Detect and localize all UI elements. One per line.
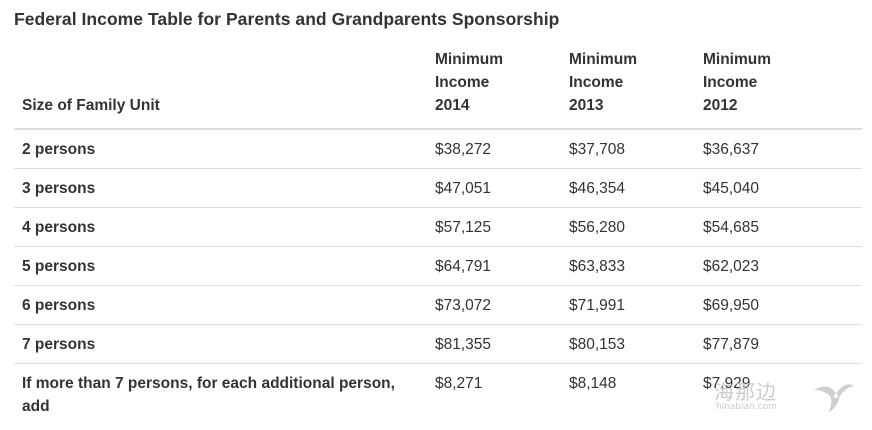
cell-income-2014: $8,271 xyxy=(427,362,561,418)
cell-family-size: 6 persons xyxy=(14,284,427,324)
table-row: 5 persons $64,791 $63,833 $62,023 xyxy=(14,245,862,285)
table-row: 6 persons $73,072 $71,991 $69,950 xyxy=(14,284,862,324)
cell-income-2012: $54,685 xyxy=(695,206,862,246)
cell-income-2012: $45,040 xyxy=(695,167,862,207)
table-row: 2 persons $38,272 $37,708 $36,637 xyxy=(14,129,862,168)
cell-income-2014: $73,072 xyxy=(427,284,561,324)
header-2014-line-1: Minimum xyxy=(435,51,504,68)
header-2013-line-2: Income xyxy=(569,74,624,91)
cell-family-size: 4 persons xyxy=(14,206,427,246)
header-size-of-family-unit: Size of Family Unit xyxy=(14,44,427,130)
cell-family-size: 2 persons xyxy=(22,141,96,158)
header-min-income-2012: Minimum Income 2012 xyxy=(695,44,862,130)
table-row: 3 persons $47,051 $46,354 $45,040 xyxy=(14,167,862,207)
header-2014-line-3: 2014 xyxy=(435,97,470,114)
cell-family-size: If more than 7 persons, for each additio… xyxy=(14,362,427,418)
header-2012-line-2: Income xyxy=(703,74,758,91)
cell-family-size: 3 persons xyxy=(14,167,427,207)
header-2012-line-3: 2012 xyxy=(703,97,738,114)
cell-income-2013: $63,833 xyxy=(561,245,695,285)
header-2013-line-3: 2013 xyxy=(569,97,604,114)
header-min-income-2014: Minimum Income 2014 xyxy=(427,44,561,130)
cell-income-2012: $36,637 xyxy=(703,141,760,158)
header-2013-line-1: Minimum xyxy=(569,51,638,68)
cell-income-2014: $64,791 xyxy=(427,245,561,285)
income-table: Size of Family Unit Minimum Income 2014 … xyxy=(14,44,862,418)
cell-income-2014: $38,272 xyxy=(435,141,492,158)
cell-family-size: 5 persons xyxy=(14,245,427,285)
header-row: Size of Family Unit Minimum Income 2014 … xyxy=(14,44,862,130)
table-caption: Federal Income Table for Parents and Gra… xyxy=(14,9,560,29)
cell-income-2014: $81,355 xyxy=(427,323,561,363)
table-row: If more than 7 persons, for each additio… xyxy=(14,362,862,418)
cell-income-2013: $56,280 xyxy=(561,206,695,246)
table-row: 7 persons $81,355 $80,153 $77,879 xyxy=(14,323,862,363)
cell-income-2012: $69,950 xyxy=(695,284,862,324)
cell-income-2013: $71,991 xyxy=(561,284,695,324)
cell-income-2012: $62,023 xyxy=(695,245,862,285)
header-size-label: Size of Family Unit xyxy=(22,97,160,114)
cell-income-2012: $77,879 xyxy=(695,323,862,363)
cell-income-2014: $57,125 xyxy=(427,206,561,246)
cell-income-2012: $7,929 xyxy=(695,362,862,418)
cell-income-2013: $8,148 xyxy=(561,362,695,418)
cell-income-2013: $80,153 xyxy=(561,323,695,363)
cell-family-size: 7 persons xyxy=(14,323,427,363)
cell-income-2013: $37,708 xyxy=(569,141,626,158)
header-2014-line-2: Income xyxy=(435,74,490,91)
cell-income-2014: $47,051 xyxy=(427,167,561,207)
cell-income-2013: $46,354 xyxy=(561,167,695,207)
table-row: 4 persons $57,125 $56,280 $54,685 xyxy=(14,206,862,246)
header-min-income-2013: Minimum Income 2013 xyxy=(561,44,695,130)
header-2012-line-1: Minimum xyxy=(703,51,772,68)
